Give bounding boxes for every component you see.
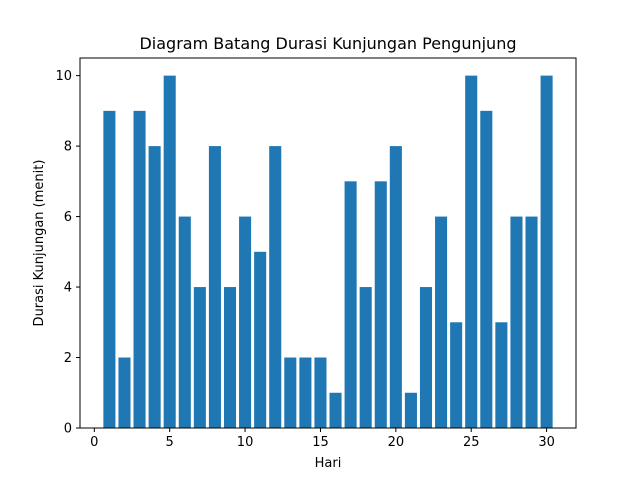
bar-day-3	[133, 110, 146, 429]
chart-title: Diagram Batang Durasi Kunjungan Pengunju…	[139, 34, 516, 53]
bar-day-20	[389, 146, 402, 428]
bar-day-1	[103, 110, 116, 429]
bar-day-4	[148, 146, 161, 428]
y-tick-label: 10	[55, 69, 72, 84]
bar-day-18	[359, 287, 372, 428]
bar-day-5	[163, 75, 176, 429]
y-tick-label: 8	[64, 140, 72, 155]
bar-day-6	[178, 216, 191, 428]
bars-group	[103, 75, 553, 429]
bar-day-13	[284, 357, 297, 428]
bar-day-19	[374, 181, 387, 428]
bar-day-26	[480, 110, 493, 429]
bar-day-27	[495, 322, 508, 428]
x-axis-ticks: 0 5 10 15 20 25 30	[90, 428, 555, 450]
bar-day-23	[435, 216, 448, 428]
bar-day-7	[193, 287, 206, 428]
bar-day-10	[239, 216, 252, 428]
plot-frame	[79, 57, 577, 429]
x-tick-label: 10	[237, 435, 254, 450]
bar-day-30	[540, 75, 553, 429]
y-tick-label: 4	[64, 281, 72, 296]
x-axis-label: Hari	[315, 456, 342, 471]
bar-day-21	[404, 392, 417, 428]
x-tick-label: 25	[463, 435, 480, 450]
y-axis-label: Durasi Kunjungan (menit)	[32, 160, 47, 327]
bar-day-24	[450, 322, 463, 428]
x-tick-label: 20	[388, 435, 405, 450]
y-axis-ticks: 0 2 4 6 8 10	[55, 69, 80, 437]
x-tick-label: 5	[166, 435, 174, 450]
y-tick-label: 0	[64, 422, 72, 437]
x-tick-label: 30	[538, 435, 555, 450]
bar-day-29	[525, 216, 538, 428]
bar-day-12	[269, 146, 282, 428]
bar-day-17	[344, 181, 357, 428]
bar-day-9	[223, 287, 237, 428]
bar-day-25	[465, 75, 478, 429]
bar-day-2	[118, 357, 131, 428]
bar-day-11	[254, 251, 267, 428]
bar-day-16	[329, 392, 342, 428]
y-tick-label: 2	[64, 351, 72, 366]
bar-day-22	[419, 287, 433, 428]
bar-day-15	[314, 357, 327, 428]
x-tick-label: 15	[312, 435, 329, 450]
bar-day-14	[299, 357, 312, 428]
bar-day-28	[510, 216, 523, 428]
y-tick-label: 6	[64, 210, 72, 225]
x-tick-label: 0	[90, 435, 98, 450]
bar-day-8	[208, 146, 221, 428]
